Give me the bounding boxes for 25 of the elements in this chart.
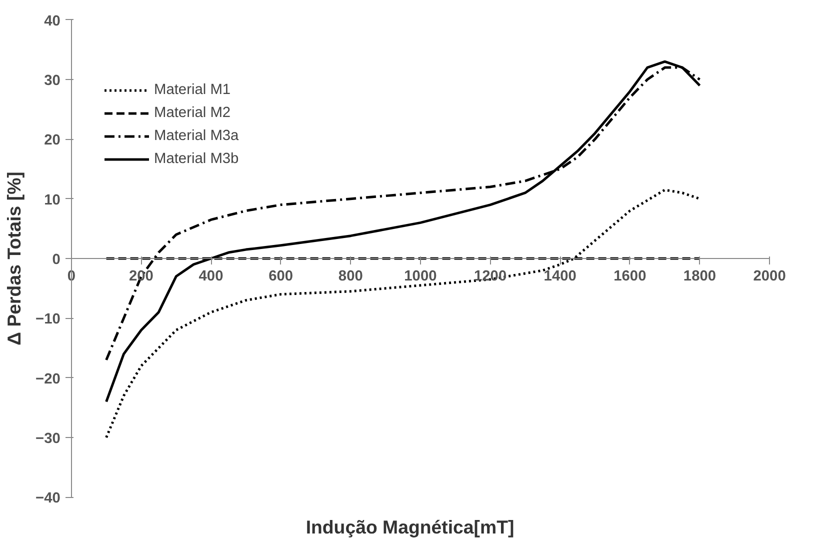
y-tick-label: 20 xyxy=(44,132,60,149)
x-tick-label: 200 xyxy=(128,268,154,284)
y-tick-label: −20 xyxy=(36,371,60,388)
y-axis-title: Δ Perdas Totais [%] xyxy=(4,172,24,346)
y-tick-label: 30 xyxy=(44,72,60,89)
x-tick-label: 600 xyxy=(268,268,294,284)
legend-label: Material M3b xyxy=(154,151,239,167)
legend-label: Material M2 xyxy=(154,105,231,121)
x-axis-title: Indução Magnética[mT] xyxy=(306,516,514,538)
y-tick-label: −30 xyxy=(36,431,60,448)
y-tick-label: 40 xyxy=(44,13,60,30)
y-tick-label: −10 xyxy=(36,312,60,328)
legend-label: Material M1 xyxy=(154,82,231,98)
y-tick-label: −40 xyxy=(36,490,60,507)
x-tick-label: 1600 xyxy=(614,268,646,284)
x-tick-label: 1000 xyxy=(404,268,437,284)
x-tick-label: 1800 xyxy=(683,268,716,284)
legend-label: Material M3a xyxy=(154,128,239,144)
y-tick-label: 0 xyxy=(52,252,60,268)
x-tick-label: 1400 xyxy=(544,268,576,284)
x-tick-label: 2000 xyxy=(753,268,786,284)
x-tick-label: 400 xyxy=(198,268,224,284)
y-tick-label: 10 xyxy=(44,192,60,208)
x-tick-label: 800 xyxy=(338,268,363,284)
x-tick-label: 1200 xyxy=(474,268,507,284)
